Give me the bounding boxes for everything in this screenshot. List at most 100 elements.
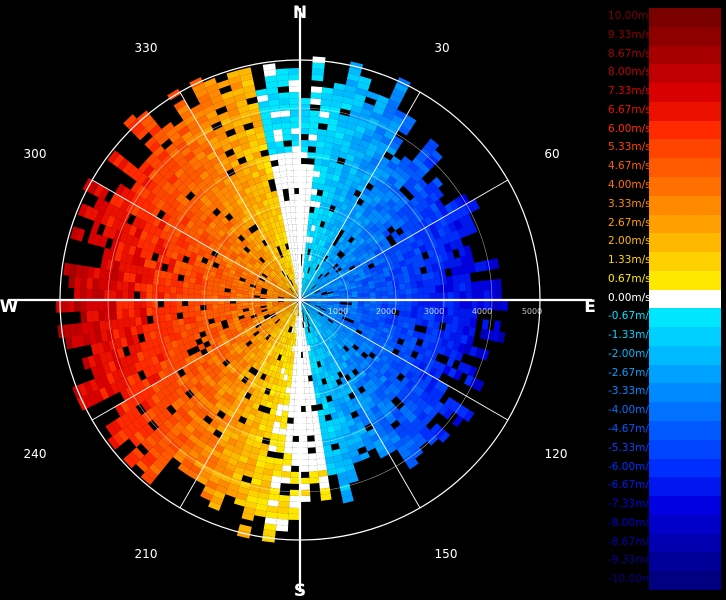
echo-gate xyxy=(411,287,418,295)
legend-swatch xyxy=(649,233,721,253)
echo-gate xyxy=(295,321,298,328)
echo-gate xyxy=(237,312,244,317)
echo-gate xyxy=(112,153,125,168)
echo-gate xyxy=(357,293,364,297)
echo-gate xyxy=(285,261,290,269)
echo-gate xyxy=(383,212,393,222)
echo-gate xyxy=(391,88,406,99)
echo-gate xyxy=(334,226,341,235)
echo-gate xyxy=(281,213,288,220)
echo-gate xyxy=(335,391,344,399)
echo-gate xyxy=(362,358,370,367)
echo-gate xyxy=(234,385,243,394)
echo-gate xyxy=(285,293,291,297)
echo-gate xyxy=(348,316,356,321)
echo-gate xyxy=(290,128,300,135)
echo-gate xyxy=(170,293,177,300)
echo-gate xyxy=(288,405,295,412)
echo-gate xyxy=(229,325,237,331)
echo-gate xyxy=(306,314,310,321)
echo-gate xyxy=(320,277,327,283)
echo-gate xyxy=(319,309,325,314)
range-label-5000: 5000 xyxy=(522,307,542,316)
legend-swatch xyxy=(649,364,721,384)
echo-gate xyxy=(337,195,346,204)
echo-gate xyxy=(303,369,308,376)
legend-row: -6.00m/s xyxy=(606,458,721,478)
echo-gate xyxy=(291,320,295,328)
echo-gate xyxy=(116,241,126,253)
echo-gate xyxy=(75,322,83,336)
echo-gate xyxy=(280,416,288,424)
echo-gate xyxy=(267,319,274,326)
echo-gate xyxy=(170,209,181,220)
echo-gate xyxy=(250,281,258,286)
echo-gate xyxy=(261,180,270,188)
echo-gate xyxy=(277,273,283,280)
echo-gate xyxy=(219,355,227,363)
echo-gate xyxy=(252,318,260,324)
echo-gate xyxy=(306,417,313,424)
echo-gate xyxy=(254,261,262,268)
echo-gate xyxy=(409,393,420,404)
echo-gate xyxy=(310,325,314,332)
echo-gate xyxy=(251,231,259,239)
echo-gate xyxy=(369,307,376,312)
echo-gate xyxy=(92,278,100,290)
echo-gate xyxy=(261,338,268,346)
echo-gate xyxy=(107,150,120,164)
echo-gate xyxy=(191,327,200,335)
echo-gate xyxy=(164,143,177,155)
echo-gate xyxy=(308,304,315,308)
echo-gate xyxy=(417,361,427,371)
echo-gate xyxy=(440,234,450,245)
echo-gate xyxy=(435,237,444,247)
echo-gate xyxy=(303,309,306,316)
echo-gate xyxy=(241,216,249,224)
echo-gate xyxy=(170,279,178,288)
echo-gate xyxy=(433,401,445,413)
echo-gate xyxy=(182,413,193,424)
echo-gate xyxy=(283,310,289,316)
legend-row: 6.00m/s xyxy=(606,120,721,140)
echo-gate xyxy=(401,376,411,386)
echo-gate xyxy=(157,438,169,451)
echo-gate xyxy=(380,237,389,246)
echo-gate xyxy=(353,93,367,103)
echo-gate xyxy=(344,463,356,472)
echo-gate xyxy=(272,196,280,204)
echo-gate xyxy=(419,199,430,210)
echo-gate xyxy=(482,280,490,291)
echo-gate xyxy=(295,290,299,297)
echo-gate xyxy=(265,230,272,238)
echo-gate xyxy=(405,243,414,253)
echo-gate xyxy=(311,268,316,276)
echo-gate xyxy=(334,256,342,264)
legend-label: 6.00m/s xyxy=(608,122,651,135)
echo-gate xyxy=(300,447,309,454)
echo-gate xyxy=(365,148,376,158)
echo-gate xyxy=(310,362,315,370)
echo-gate xyxy=(343,283,351,289)
echo-gate xyxy=(80,300,87,312)
echo-gate xyxy=(323,370,330,378)
echo-gate xyxy=(272,291,280,295)
echo-gate xyxy=(345,271,352,277)
echo-gate xyxy=(227,133,239,143)
echo-gate xyxy=(331,346,338,354)
echo-gate xyxy=(302,302,308,308)
echo-gate xyxy=(287,267,292,274)
echo-gate xyxy=(303,297,310,300)
radar-velocity-display: N E S W 30 60 120 150 210 240 300 330 10… xyxy=(0,3,596,600)
echo-gate xyxy=(411,447,424,459)
echo-gate xyxy=(429,377,439,388)
echo-gate xyxy=(319,111,330,119)
echo-gate xyxy=(163,169,175,181)
echo-gate xyxy=(214,443,225,454)
echo-gate xyxy=(225,229,234,238)
echo-gate xyxy=(120,199,131,212)
echo-gate xyxy=(304,327,308,334)
echo-gate xyxy=(272,302,279,305)
echo-gate xyxy=(264,374,271,383)
echo-gate xyxy=(407,342,416,351)
